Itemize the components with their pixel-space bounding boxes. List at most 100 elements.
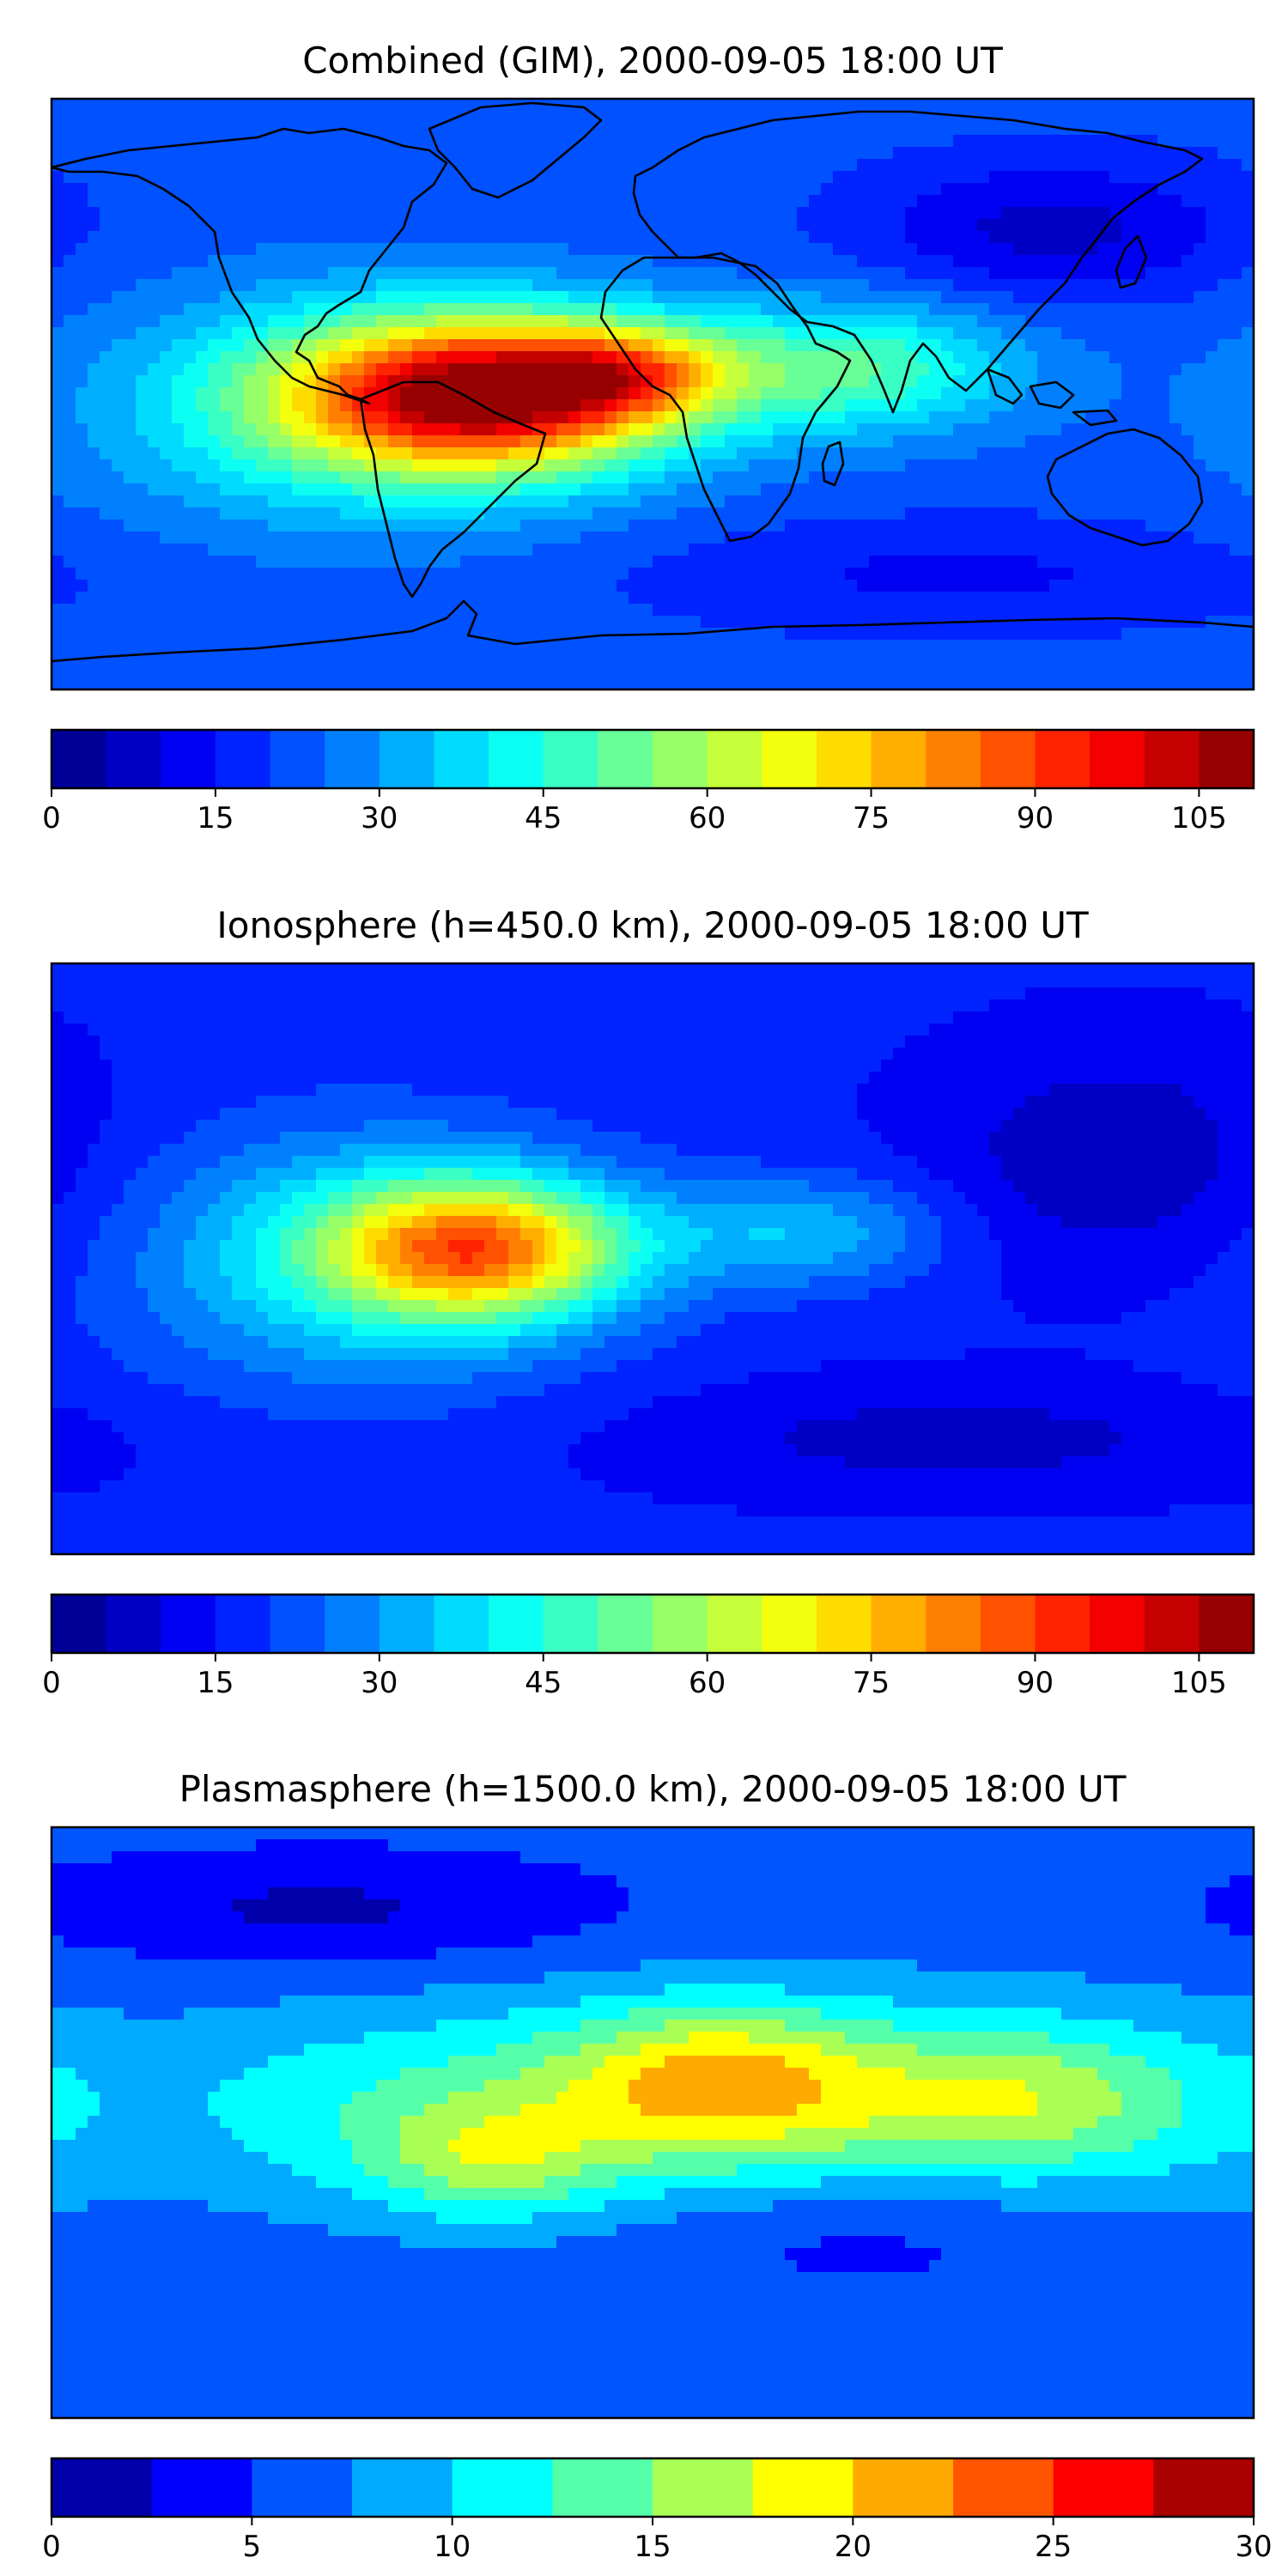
field-cell xyxy=(1194,676,1206,689)
field-cell xyxy=(917,435,930,448)
field-cell xyxy=(244,544,257,556)
field-cell xyxy=(869,303,882,316)
field-cell xyxy=(352,580,365,592)
field-cell xyxy=(1121,363,1134,376)
field-cell xyxy=(785,351,798,364)
field-cell xyxy=(821,604,834,617)
field-cell xyxy=(641,652,653,665)
field-cell xyxy=(929,568,942,580)
field-cell xyxy=(592,207,605,220)
field-cell xyxy=(617,303,629,316)
field-cell xyxy=(88,159,100,172)
field-cell xyxy=(148,123,161,136)
field-cell xyxy=(713,399,726,412)
field-cell xyxy=(556,495,569,508)
field-cell xyxy=(220,291,233,304)
field-cell xyxy=(1206,568,1218,580)
field-cell xyxy=(88,267,100,280)
field-cell xyxy=(1001,580,1014,592)
field-cell xyxy=(364,147,377,160)
field-cell xyxy=(484,339,497,352)
field-cell xyxy=(953,471,966,484)
field-cell xyxy=(580,327,593,340)
field-cell xyxy=(1073,159,1086,172)
field-cell xyxy=(472,519,485,532)
field-cell xyxy=(809,532,822,544)
field-cell xyxy=(172,532,185,544)
field-cell xyxy=(1109,351,1122,364)
field-cell xyxy=(148,111,161,124)
field-cell xyxy=(1133,207,1146,220)
field-cell xyxy=(1025,640,1038,653)
field-cell xyxy=(448,676,461,689)
field-cell xyxy=(1085,628,1098,641)
field-cell xyxy=(448,507,461,520)
field-cell xyxy=(472,459,485,472)
field-cell xyxy=(52,111,64,124)
field-cell xyxy=(364,483,377,496)
field-cell xyxy=(232,327,245,340)
field-cell xyxy=(100,676,112,689)
field-cell xyxy=(977,315,990,328)
field-cell xyxy=(280,351,293,364)
field-cell xyxy=(749,459,762,472)
field-cell xyxy=(605,495,617,508)
field-cell xyxy=(785,592,798,605)
field-cell xyxy=(821,652,834,665)
field-cell xyxy=(845,219,858,232)
field-cell xyxy=(556,171,569,184)
field-cell xyxy=(196,532,209,544)
field-cell xyxy=(448,195,461,208)
field-cell xyxy=(917,351,930,364)
field-cell xyxy=(1001,219,1014,232)
field-cell xyxy=(1170,459,1182,472)
field-cell xyxy=(869,243,882,256)
field-cell xyxy=(1182,471,1194,484)
field-cell xyxy=(256,123,269,136)
field-cell xyxy=(1218,568,1230,580)
field-cell xyxy=(52,604,64,617)
field-cell xyxy=(256,183,269,196)
field-cell xyxy=(737,616,750,629)
field-cell xyxy=(172,580,185,592)
field-cell xyxy=(629,135,641,148)
field-cell xyxy=(665,315,677,328)
field-cell xyxy=(1242,147,1254,160)
field-cell xyxy=(881,640,894,653)
field-cell xyxy=(725,111,738,124)
field-cell xyxy=(1170,471,1182,484)
field-cell xyxy=(881,459,894,472)
field-cell xyxy=(460,363,473,376)
field-cell xyxy=(1206,315,1218,328)
field-cell xyxy=(1242,303,1254,316)
field-cell xyxy=(1025,207,1038,220)
field-cell xyxy=(316,483,329,496)
field-cell xyxy=(556,532,569,544)
field-cell xyxy=(52,580,64,592)
field-cell xyxy=(520,195,533,208)
field-cell xyxy=(965,135,978,148)
field-cell xyxy=(472,664,485,677)
field-cell xyxy=(172,363,185,376)
field-cell xyxy=(556,652,569,665)
field-cell xyxy=(496,339,509,352)
field-cell xyxy=(184,411,197,424)
field-cell xyxy=(1170,556,1182,568)
field-cell xyxy=(232,676,245,689)
field-cell xyxy=(1182,279,1194,292)
field-cell xyxy=(76,327,88,340)
field-cell xyxy=(280,411,293,424)
field-cell xyxy=(689,580,702,592)
field-cell xyxy=(665,580,677,592)
field-cell xyxy=(617,435,629,448)
field-cell xyxy=(508,135,521,148)
field-cell xyxy=(1242,231,1254,244)
field-cell xyxy=(448,423,461,436)
field-cell xyxy=(797,183,810,196)
field-cell xyxy=(881,279,894,292)
field-cell xyxy=(280,544,293,556)
field-cell xyxy=(989,267,1002,280)
field-cell xyxy=(1242,435,1254,448)
field-cell xyxy=(244,423,257,436)
field-cell xyxy=(737,159,750,172)
